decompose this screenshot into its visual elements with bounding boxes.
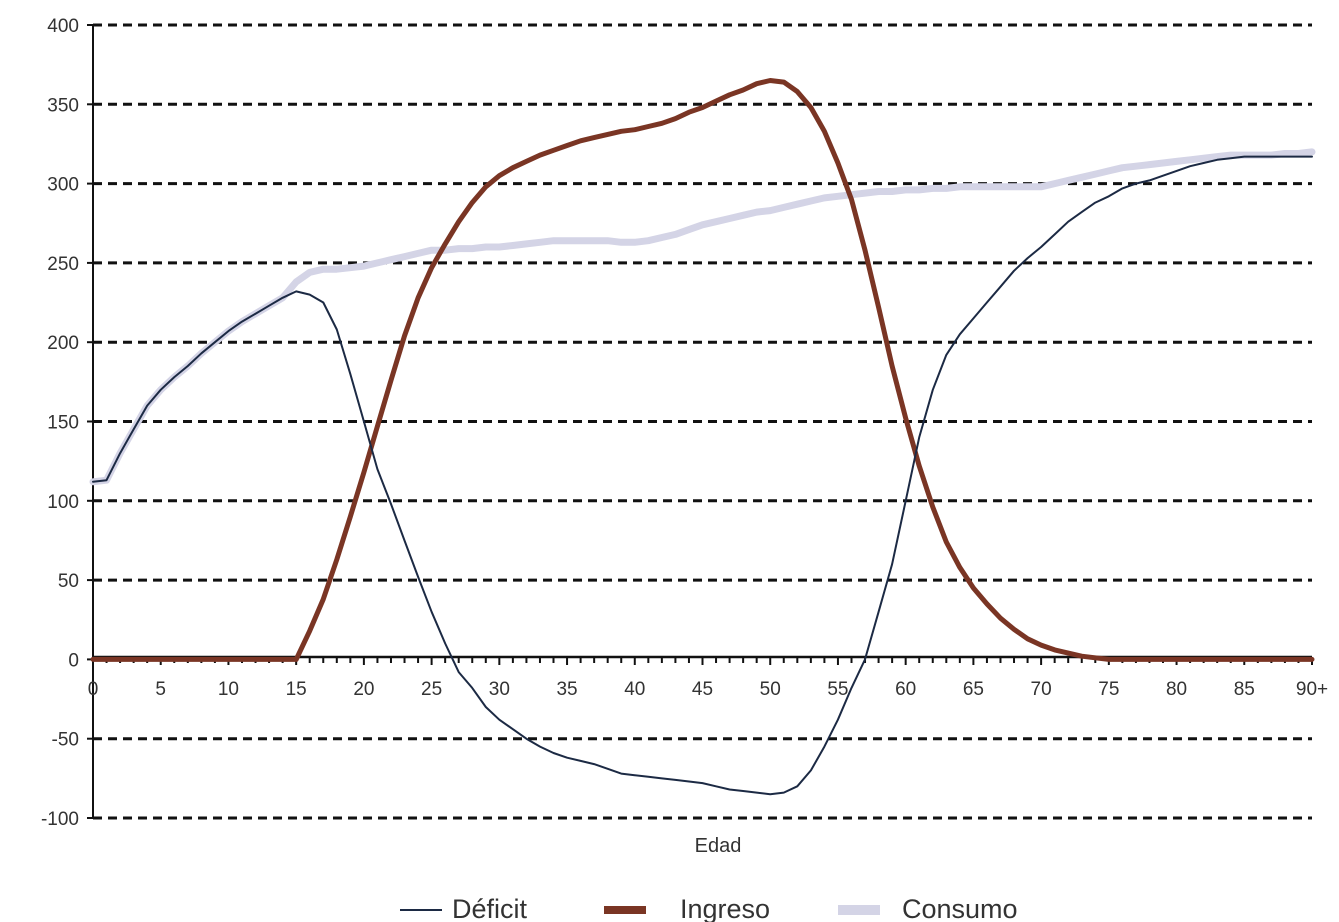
y-tick-label: -100 bbox=[41, 809, 79, 830]
y-tick-label: 250 bbox=[47, 254, 79, 275]
y-tick-labels: -100 -50 0 50 100 150 200 250 300 350 400 bbox=[41, 16, 79, 830]
legend-item: Ingreso bbox=[604, 894, 770, 922]
legend-label: Consumo bbox=[902, 894, 1018, 922]
y-tick-label: 400 bbox=[47, 16, 79, 37]
x-tick-label: 10 bbox=[218, 679, 239, 700]
y-tick-label: 50 bbox=[58, 571, 79, 592]
legend: Déficit Ingreso Consumo bbox=[400, 894, 1018, 922]
series-line-consumo bbox=[89, 148, 1316, 486]
x-tick-label: 70 bbox=[1031, 679, 1052, 700]
series-line-dficit bbox=[92, 155, 1313, 796]
y-tick-label: 200 bbox=[47, 333, 79, 354]
y-tick-label: 0 bbox=[68, 650, 79, 671]
y-tick-label: -50 bbox=[52, 730, 79, 751]
x-tick-label: 50 bbox=[760, 679, 781, 700]
x-tick-label: 65 bbox=[963, 679, 984, 700]
x-tick-label: 75 bbox=[1098, 679, 1119, 700]
x-tick-label: 5 bbox=[155, 679, 166, 700]
legend-label: Ingreso bbox=[680, 894, 770, 922]
y-tick-label: 300 bbox=[47, 175, 79, 196]
x-tick-label: 55 bbox=[827, 679, 848, 700]
y-tick-label: 150 bbox=[47, 413, 79, 434]
legend-item: Consumo bbox=[838, 894, 1018, 922]
y-tick-label: 350 bbox=[47, 95, 79, 116]
series-lines bbox=[89, 78, 1316, 796]
x-tick-label: 85 bbox=[1234, 679, 1255, 700]
x-tick-label: 35 bbox=[556, 679, 577, 700]
x-tick-label: 20 bbox=[353, 679, 374, 700]
legend-item: Déficit bbox=[400, 894, 528, 922]
x-tick-label: 60 bbox=[895, 679, 916, 700]
y-tick-label: 100 bbox=[47, 492, 79, 513]
x-tick-label: 80 bbox=[1166, 679, 1187, 700]
x-tick-label: 45 bbox=[692, 679, 713, 700]
x-tick-label: 15 bbox=[286, 679, 307, 700]
x-tick-label: 0 bbox=[88, 679, 99, 700]
series-line-ingreso bbox=[90, 78, 1315, 662]
x-axis-title: Edad bbox=[695, 835, 742, 857]
legend-label: Déficit bbox=[452, 894, 528, 922]
x-tick-label: 40 bbox=[624, 679, 645, 700]
grid-lines bbox=[93, 23, 1312, 820]
x-tick-label: 25 bbox=[421, 679, 442, 700]
x-tick-label: 30 bbox=[489, 679, 510, 700]
x-tick-labels: 0 5 10 15 20 25 30 35 40 45 50 55 60 65 70 75 80 85 90+ bbox=[88, 679, 1328, 700]
x-tick-label: 90+ bbox=[1296, 679, 1328, 700]
